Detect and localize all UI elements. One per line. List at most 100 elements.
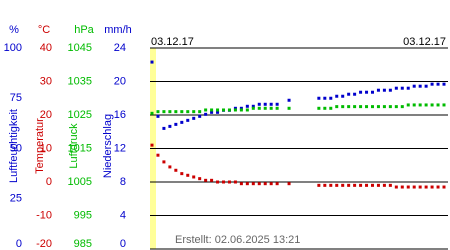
data-point: [430, 103, 434, 107]
data-point: [275, 102, 279, 106]
data-point: [335, 105, 339, 109]
data-point: [347, 183, 351, 187]
y-tick-label: 4: [120, 209, 126, 221]
y-tick-label: 16: [114, 109, 126, 121]
y-tick-label: 1005: [68, 176, 92, 188]
data-point: [323, 183, 327, 187]
data-point: [329, 106, 333, 110]
data-point: [245, 108, 249, 112]
data-point: [168, 165, 172, 169]
data-point: [329, 183, 333, 187]
data-point: [359, 105, 363, 109]
y-tick-label: 0: [46, 176, 52, 188]
y-tick-label: 20: [40, 109, 52, 121]
data-point: [233, 180, 237, 184]
axis-unit: °C: [38, 24, 50, 36]
data-point: [162, 110, 166, 114]
data-point: [227, 108, 231, 112]
data-point: [341, 94, 345, 98]
data-point: [424, 84, 428, 88]
data-point: [222, 180, 226, 184]
data-point: [442, 103, 446, 107]
data-point: [263, 106, 267, 110]
data-point: [168, 124, 172, 128]
data-point: [245, 182, 249, 186]
data-point: [216, 180, 220, 184]
data-point: [317, 96, 321, 100]
y-tick-label: 50: [10, 142, 22, 154]
data-point: [323, 96, 327, 100]
y-tick-label: 100: [4, 42, 22, 54]
data-point: [222, 108, 226, 112]
date-left: 03.12.17: [151, 36, 194, 48]
data-point: [388, 88, 392, 92]
data-point: [204, 112, 208, 116]
y-tick-label: 985: [74, 238, 92, 250]
data-point: [156, 110, 160, 114]
data-point: [412, 103, 416, 107]
data-point: [341, 105, 345, 109]
data-point: [412, 84, 416, 88]
data-point: [406, 103, 410, 107]
data-point: [359, 183, 363, 187]
axis-unit: %: [9, 24, 19, 36]
data-point: [269, 106, 273, 110]
data-point: [210, 110, 214, 114]
footer: Erstellt: 02.06.2025 13:21: [175, 234, 300, 246]
data-point: [168, 110, 172, 114]
data-point: [370, 105, 374, 109]
data-point: [180, 120, 184, 124]
data-point: [370, 90, 374, 94]
axis-label: Luftdruck: [68, 123, 80, 169]
data-point: [394, 86, 398, 90]
data-point: [436, 185, 440, 189]
data-point: [174, 168, 178, 172]
axis-label: Temperatur: [34, 118, 46, 174]
data-point: [180, 110, 184, 114]
axis-unit: hPa: [74, 24, 94, 36]
data-point: [323, 106, 327, 110]
data-point: [353, 92, 357, 96]
data-point: [186, 110, 190, 114]
data-point: [174, 110, 178, 114]
data-point: [335, 183, 339, 187]
data-point: [251, 182, 255, 186]
data-point: [430, 185, 434, 189]
data-point: [365, 105, 369, 109]
data-point: [317, 106, 321, 110]
data-point: [406, 185, 410, 189]
data-point: [442, 82, 446, 86]
data-point: [382, 183, 386, 187]
axis-label: Niederschlag: [102, 114, 114, 178]
y-tick-label: -20: [36, 238, 52, 250]
data-point: [275, 106, 279, 110]
data-point: [210, 178, 214, 182]
y-tick-label: 10: [40, 142, 52, 154]
y-tick-label: -10: [36, 209, 52, 221]
data-point: [204, 178, 208, 182]
data-point: [287, 182, 291, 186]
data-point: [192, 175, 196, 179]
data-point: [335, 94, 339, 98]
data-point: [269, 102, 273, 106]
data-point: [156, 114, 160, 118]
data-point: [394, 105, 398, 109]
data-point: [156, 153, 160, 157]
y-tick-label: 8: [120, 176, 126, 188]
y-tick-label: 75: [10, 92, 22, 104]
data-point: [382, 88, 386, 92]
data-point: [388, 183, 392, 187]
data-point: [376, 105, 380, 109]
data-point: [365, 90, 369, 94]
data-point: [287, 98, 291, 102]
data-point: [192, 116, 196, 120]
data-point: [227, 180, 231, 184]
data-point: [424, 185, 428, 189]
y-tick-label: 30: [40, 75, 52, 87]
data-point: [251, 104, 255, 108]
data-point: [341, 183, 345, 187]
data-point: [263, 182, 267, 186]
data-point: [216, 110, 220, 114]
data-point: [412, 185, 416, 189]
data-point: [442, 185, 446, 189]
